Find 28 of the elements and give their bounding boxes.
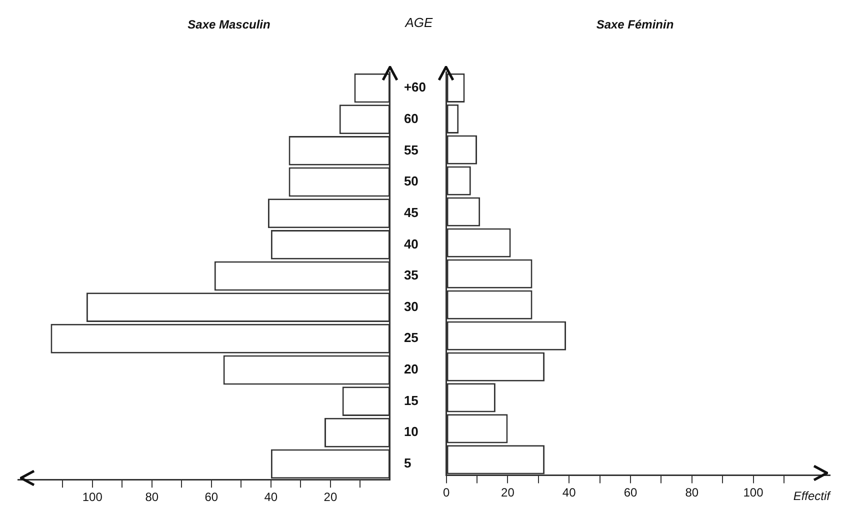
x-tick-label: 80 bbox=[685, 486, 699, 500]
x-tick-label: 20 bbox=[501, 486, 515, 500]
y-tick-label: 50 bbox=[404, 174, 418, 189]
x-tick-label: 40 bbox=[264, 490, 278, 504]
chart-title: Saxe Masculin bbox=[188, 18, 270, 32]
y-tick-label: 20 bbox=[404, 362, 418, 377]
y-axis-title: AGE bbox=[404, 15, 434, 30]
y-tick-label: 10 bbox=[404, 424, 418, 440]
y-tick-label: 40 bbox=[404, 236, 418, 252]
x-axis-title: Effectif bbox=[793, 489, 832, 504]
y-tick-label: 55 bbox=[404, 142, 418, 158]
chart-title: Saxe Féminin bbox=[596, 18, 674, 32]
x-tick-label: 60 bbox=[624, 486, 638, 500]
x-tick-label: 100 bbox=[743, 486, 764, 500]
y-tick-label: 45 bbox=[404, 204, 418, 220]
y-tick-label: 25 bbox=[404, 330, 418, 346]
x-tick-label: 20 bbox=[324, 490, 338, 504]
y-tick-label: 15 bbox=[404, 392, 418, 408]
y-tick-label: 35 bbox=[404, 268, 418, 283]
x-tick-label: 60 bbox=[204, 490, 218, 504]
y-tick-label: 30 bbox=[404, 298, 418, 314]
y-tick-label: +60 bbox=[404, 80, 426, 95]
y-tick-label: 5 bbox=[404, 456, 412, 471]
x-tick-label: 100 bbox=[82, 490, 103, 504]
x-tick-label: 80 bbox=[145, 490, 159, 504]
x-tick-label: 40 bbox=[562, 486, 576, 500]
y-tick-label: 60 bbox=[404, 110, 418, 126]
x-tick-label: 0 bbox=[442, 486, 450, 500]
